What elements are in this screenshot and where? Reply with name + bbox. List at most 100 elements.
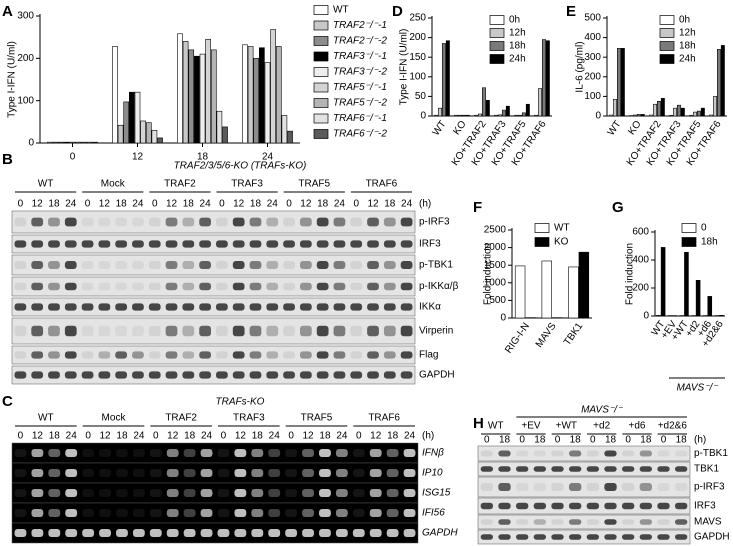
y-tick-label: 100: [409, 71, 426, 82]
timepoint: 12: [99, 199, 111, 210]
bar: [656, 101, 661, 117]
bar: [441, 43, 446, 117]
band: [383, 217, 396, 227]
x-tick-label: MAVS: [534, 321, 559, 350]
band: [283, 303, 295, 311]
band: [116, 469, 128, 477]
timepoint: 24: [200, 199, 212, 210]
band: [232, 351, 245, 359]
bar: [64, 141, 70, 144]
band: [283, 371, 295, 379]
timepoint: 0: [18, 199, 24, 210]
band: [383, 240, 396, 248]
band: [232, 371, 245, 379]
band: [266, 371, 279, 379]
row-label: TBK1: [694, 464, 719, 475]
band: [216, 240, 228, 248]
band: [369, 449, 382, 457]
band: [621, 534, 635, 540]
band: [166, 509, 179, 517]
band: [249, 261, 262, 269]
band: [14, 351, 27, 359]
band: [64, 240, 77, 248]
band: [400, 303, 413, 311]
band: [251, 449, 264, 457]
legend-label: TRAF2⁻/⁻-2: [333, 36, 387, 47]
legend-swatch: [313, 20, 329, 31]
group-label: TRAF6: [368, 413, 400, 424]
band: [586, 502, 600, 510]
panel-letter: F: [473, 199, 482, 216]
panel-letter: G: [612, 199, 624, 216]
band: [283, 217, 295, 227]
band: [98, 282, 111, 291]
band: [98, 351, 111, 359]
band: [639, 466, 653, 472]
band: [249, 282, 262, 291]
timepoint: 18: [570, 435, 582, 446]
band: [403, 449, 416, 457]
timepoint: 18: [387, 431, 399, 442]
bar: [194, 55, 200, 144]
band: [268, 489, 281, 497]
bar: [281, 115, 288, 144]
bar: [695, 279, 701, 317]
band: [217, 469, 230, 477]
band: [249, 371, 262, 379]
y-tick-label: 500: [584, 13, 601, 24]
y-tick-label: 50: [415, 91, 427, 102]
unit: (h): [419, 199, 431, 210]
legend-label: 24h: [509, 54, 526, 65]
row-label: Virperin: [419, 326, 453, 337]
bar: [58, 141, 65, 144]
band: [232, 303, 245, 311]
bar: [514, 265, 526, 319]
group-label: WT: [38, 179, 54, 190]
group-label: TRAF2: [165, 413, 197, 424]
blot-strip: [477, 476, 691, 498]
band: [48, 469, 61, 477]
band: [400, 240, 413, 248]
band: [386, 509, 399, 517]
band: [480, 450, 494, 457]
legend-swatch: [489, 54, 505, 64]
band: [98, 217, 111, 227]
band: [31, 261, 44, 269]
band: [299, 282, 312, 291]
bar: [609, 114, 614, 117]
band: [350, 303, 363, 311]
bar: [253, 58, 260, 144]
y-tick-label: 100: [17, 95, 34, 106]
blot-strip: [477, 529, 691, 545]
group-label: +d2&6: [658, 421, 688, 432]
x-tick-label: WT: [431, 119, 449, 138]
band: [31, 325, 44, 337]
timepoint: 0: [152, 199, 158, 210]
band: [31, 489, 44, 497]
y-tick-label: 600: [632, 227, 649, 238]
group-label: Mock: [102, 413, 127, 424]
bar: [613, 99, 618, 117]
band: [283, 351, 295, 359]
bar: [525, 103, 530, 117]
band: [148, 371, 161, 379]
timepoint: 0: [18, 431, 24, 442]
band: [333, 303, 346, 311]
band: [81, 217, 94, 227]
band: [14, 240, 27, 248]
band: [64, 351, 77, 359]
bar: [182, 41, 189, 144]
legend-label: TRAF3⁻/⁻-1: [333, 51, 387, 62]
band: [283, 325, 295, 337]
bar: [481, 87, 486, 117]
band: [350, 371, 363, 379]
band: [604, 534, 617, 540]
band: [498, 534, 511, 540]
timepoint: 0: [85, 431, 91, 442]
band: [319, 489, 331, 497]
band: [639, 534, 653, 540]
bar: [478, 113, 482, 117]
bar: [680, 107, 685, 117]
band: [132, 217, 144, 227]
band: [551, 519, 564, 525]
